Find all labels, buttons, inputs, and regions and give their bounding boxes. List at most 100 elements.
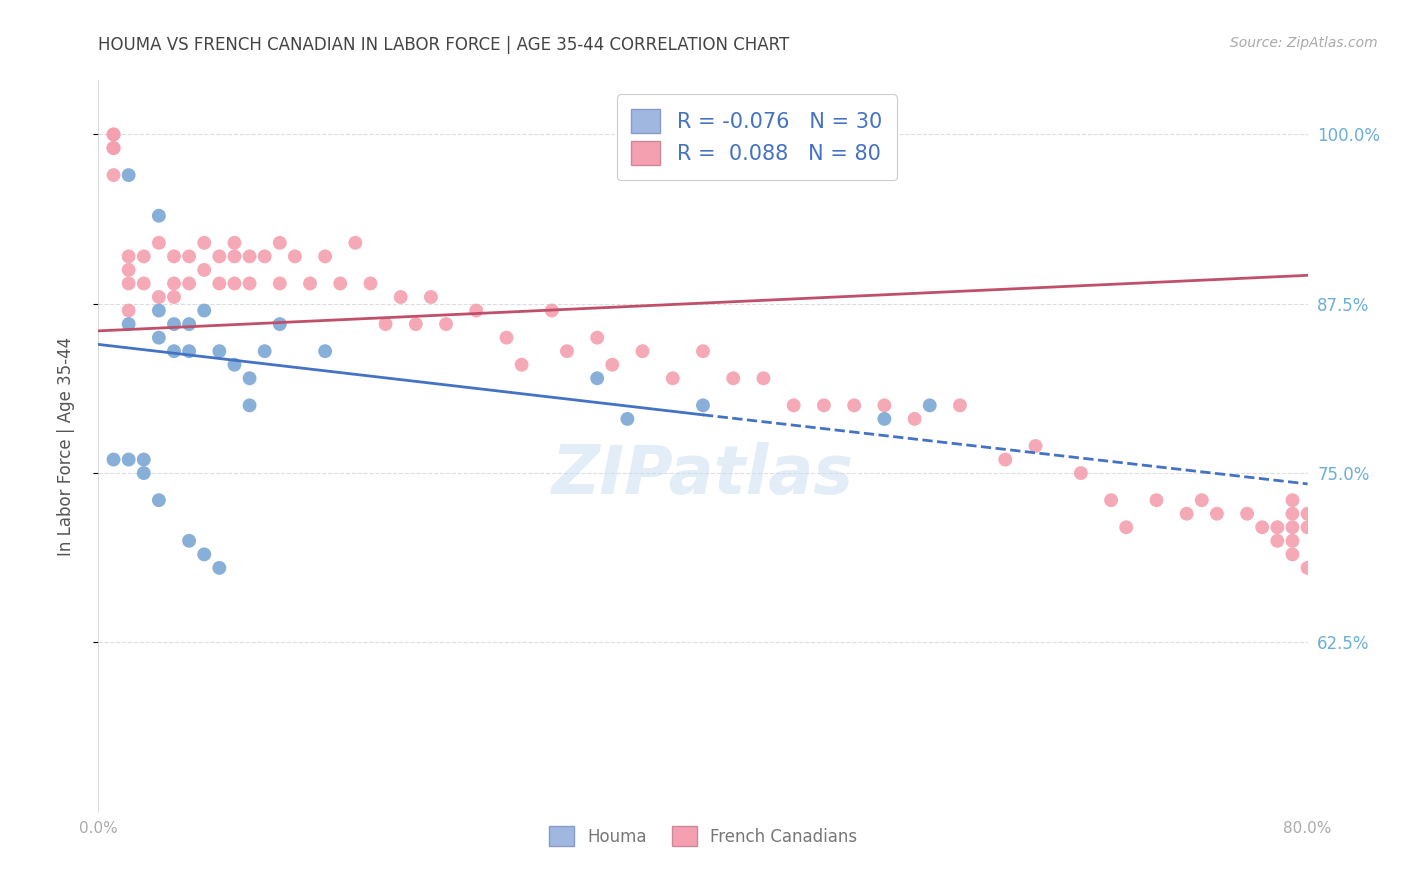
Point — [1191, 493, 1213, 508]
Point — [723, 371, 745, 385]
Point — [284, 249, 307, 263]
Point — [239, 249, 262, 263]
Point — [314, 249, 336, 263]
Point — [132, 249, 155, 263]
Point — [193, 235, 215, 250]
Point — [495, 331, 517, 345]
Point — [1281, 493, 1303, 508]
Point — [148, 235, 170, 250]
Point — [103, 141, 125, 155]
Point — [163, 317, 186, 331]
Point — [1281, 547, 1303, 561]
Point — [239, 398, 262, 412]
Point — [224, 277, 246, 291]
Point — [239, 277, 262, 291]
Point — [360, 277, 382, 291]
Point — [692, 398, 714, 412]
Point — [163, 249, 186, 263]
Point — [586, 331, 609, 345]
Point — [1281, 520, 1303, 534]
Text: ZIPatlas: ZIPatlas — [553, 442, 853, 508]
Point — [269, 235, 291, 250]
Point — [208, 561, 231, 575]
Point — [465, 303, 488, 318]
Point — [103, 141, 125, 155]
Point — [1099, 493, 1122, 508]
Point — [179, 249, 201, 263]
Point — [1296, 520, 1319, 534]
Point — [148, 290, 170, 304]
Point — [631, 344, 654, 359]
Point — [118, 168, 141, 182]
Point — [132, 452, 155, 467]
Legend: Houma, French Canadians: Houma, French Canadians — [540, 818, 866, 855]
Point — [844, 398, 866, 412]
Point — [344, 235, 367, 250]
Point — [1024, 439, 1046, 453]
Point — [904, 412, 927, 426]
Point — [193, 303, 215, 318]
Point — [118, 303, 141, 318]
Point — [118, 263, 141, 277]
Point — [148, 209, 170, 223]
Point — [118, 317, 141, 331]
Point — [269, 317, 291, 331]
Point — [208, 249, 231, 263]
Point — [420, 290, 443, 304]
Point — [586, 371, 609, 385]
Point — [1144, 493, 1167, 508]
Point — [374, 317, 396, 331]
Point — [193, 263, 215, 277]
Point — [163, 277, 186, 291]
Point — [918, 398, 941, 412]
Point — [148, 493, 170, 508]
Point — [1251, 520, 1274, 534]
Point — [1206, 507, 1229, 521]
Point — [132, 277, 155, 291]
Point — [405, 317, 427, 331]
Point — [692, 344, 714, 359]
Point — [1236, 507, 1258, 521]
Point — [179, 277, 201, 291]
Point — [118, 277, 141, 291]
Point — [1070, 466, 1092, 480]
Point — [434, 317, 457, 331]
Point — [103, 168, 125, 182]
Point — [389, 290, 412, 304]
Point — [994, 452, 1017, 467]
Point — [299, 277, 322, 291]
Point — [179, 344, 201, 359]
Point — [1267, 520, 1289, 534]
Point — [661, 371, 683, 385]
Point — [179, 317, 201, 331]
Point — [253, 249, 276, 263]
Point — [873, 412, 896, 426]
Point — [1296, 507, 1319, 521]
Point — [193, 547, 215, 561]
Point — [555, 344, 578, 359]
Point — [163, 344, 186, 359]
Point — [118, 249, 141, 263]
Point — [103, 128, 125, 142]
Point — [1115, 520, 1137, 534]
Point — [949, 398, 972, 412]
Point — [1281, 533, 1303, 548]
Point — [163, 290, 186, 304]
Y-axis label: In Labor Force | Age 35-44: In Labor Force | Age 35-44 — [56, 336, 75, 556]
Point — [239, 371, 262, 385]
Point — [103, 452, 125, 467]
Text: HOUMA VS FRENCH CANADIAN IN LABOR FORCE | AGE 35-44 CORRELATION CHART: HOUMA VS FRENCH CANADIAN IN LABOR FORCE … — [98, 36, 790, 54]
Point — [208, 277, 231, 291]
Point — [540, 303, 562, 318]
Point — [208, 344, 231, 359]
Point — [783, 398, 806, 412]
Point — [1296, 561, 1319, 575]
Point — [1175, 507, 1198, 521]
Point — [752, 371, 775, 385]
Point — [269, 277, 291, 291]
Point — [873, 398, 896, 412]
Point — [510, 358, 533, 372]
Point — [224, 358, 246, 372]
Point — [329, 277, 352, 291]
Point — [224, 235, 246, 250]
